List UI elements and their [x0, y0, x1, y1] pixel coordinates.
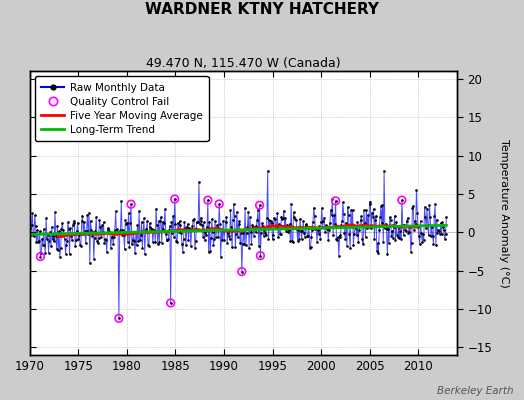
Point [204, 197, 212, 203]
Point [167, 300, 175, 306]
Text: WARDNER KTNY HATCHERY: WARDNER KTNY HATCHERY [145, 2, 379, 17]
Point [255, 202, 264, 208]
Point [256, 252, 265, 259]
Point [170, 196, 179, 202]
Legend: Raw Monthly Data, Quality Control Fail, Five Year Moving Average, Long-Term Tren: Raw Monthly Data, Quality Control Fail, … [35, 76, 209, 141]
Title: 49.470 N, 115.470 W (Canada): 49.470 N, 115.470 W (Canada) [146, 57, 341, 70]
Y-axis label: Temperature Anomaly (°C): Temperature Anomaly (°C) [499, 139, 509, 288]
Point [127, 201, 135, 208]
Text: Berkeley Earth: Berkeley Earth [437, 386, 514, 396]
Point [237, 268, 246, 275]
Point [115, 315, 123, 322]
Point [398, 197, 406, 203]
Point [215, 201, 223, 207]
Point [331, 198, 340, 204]
Point [36, 253, 45, 260]
